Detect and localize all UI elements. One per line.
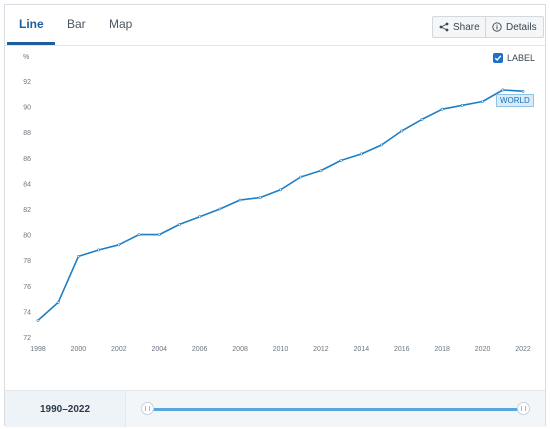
details-label: Details — [506, 21, 537, 33]
tab-line[interactable]: Line — [19, 17, 44, 31]
tab-map[interactable]: Map — [109, 17, 133, 31]
chart-widget: Line Bar Map Share — [4, 4, 546, 427]
data-point — [319, 169, 323, 173]
checkmark-icon — [494, 55, 502, 62]
data-point — [279, 188, 282, 192]
x-tick-label: 2014 — [354, 346, 370, 353]
data-point — [178, 222, 181, 226]
data-point — [218, 207, 222, 211]
data-point — [481, 100, 484, 103]
time-range-footer: 1990–2022 — [5, 390, 545, 427]
y-tick-label: 88 — [23, 130, 31, 137]
view-tabs: Line Bar Map Share — [5, 5, 545, 46]
data-point — [359, 152, 363, 156]
data-point — [380, 143, 383, 147]
data-point — [420, 118, 424, 121]
tab-bar[interactable]: Bar — [67, 17, 86, 31]
series-label-world: WORLD — [496, 94, 534, 108]
x-tick-label: 2022 — [515, 346, 531, 353]
data-point — [97, 248, 101, 252]
label-toggle-text: LABEL — [506, 53, 535, 63]
label-toggle[interactable]: LABEL — [492, 53, 535, 63]
data-point — [521, 89, 525, 93]
y-tick-label: 84 — [23, 181, 31, 188]
share-button[interactable]: Share — [432, 16, 487, 38]
data-point — [258, 196, 262, 199]
data-point — [117, 243, 121, 247]
x-tick-label: 2004 — [151, 346, 167, 353]
range-label: 1990–2022 — [5, 391, 126, 427]
data-point — [501, 88, 505, 92]
label-checkbox[interactable] — [492, 53, 503, 63]
data-point — [460, 103, 464, 107]
active-tab-indicator — [7, 42, 55, 45]
data-point — [198, 215, 202, 219]
y-tick-label: 90 — [23, 105, 31, 112]
x-tick-label: 2000 — [71, 346, 87, 353]
y-tick-label: 72 — [23, 335, 31, 342]
data-point — [299, 175, 303, 179]
x-tick-label: 2016 — [394, 346, 410, 353]
x-tick-label: 2006 — [192, 346, 208, 353]
data-point — [440, 107, 444, 111]
share-icon — [439, 22, 449, 32]
share-label: Share — [453, 21, 480, 33]
range-slider-track[interactable] — [147, 408, 523, 411]
data-point — [137, 233, 141, 237]
data-point — [56, 301, 60, 304]
x-tick-label: 2002 — [111, 346, 127, 353]
data-point — [36, 318, 40, 322]
y-tick-label: 80 — [23, 233, 31, 240]
y-tick-label: 76 — [23, 284, 31, 291]
x-tick-label: 2010 — [273, 346, 289, 353]
data-point — [400, 129, 404, 133]
y-tick-label: 78 — [23, 258, 31, 265]
y-tick-label: 82 — [23, 207, 31, 214]
line-chart: % 72 74 76 78 80 82 84 86 88 90 92 1998 2000 2002 2004 2… — [23, 54, 531, 353]
details-button[interactable]: Details — [485, 16, 544, 38]
x-tick-label: 1998 — [30, 346, 46, 353]
range-end-handle[interactable] — [517, 402, 530, 415]
x-tick-label: 2012 — [313, 346, 329, 353]
y-tick-label: 74 — [23, 309, 31, 316]
data-point — [157, 233, 161, 237]
y-axis-label: % — [23, 54, 29, 61]
data-point — [238, 198, 242, 202]
y-tick-label: 86 — [23, 156, 31, 163]
y-tick-label: 92 — [23, 79, 31, 86]
x-tick-label: 2008 — [232, 346, 248, 353]
data-point — [339, 158, 343, 162]
info-icon — [492, 22, 502, 32]
x-tick-label: 2018 — [434, 346, 450, 353]
data-point — [77, 254, 80, 258]
x-tick-label: 2020 — [475, 346, 491, 353]
series-line — [37, 89, 524, 321]
range-start-handle[interactable] — [141, 402, 154, 415]
